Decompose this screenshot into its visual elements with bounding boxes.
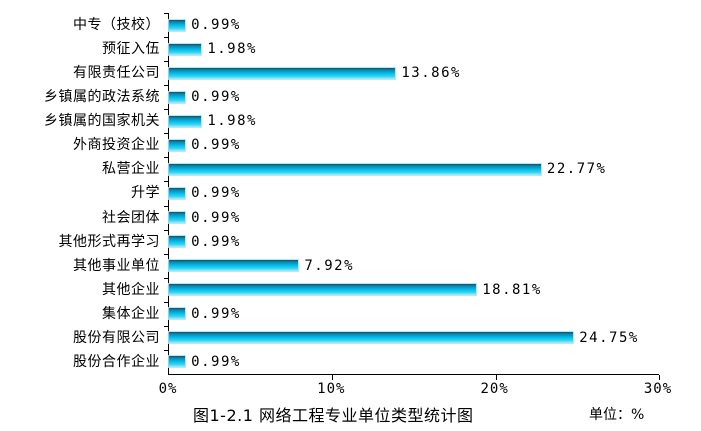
y-axis-tick <box>164 277 169 279</box>
bar-row: 乡镇属的国家机关 1.98% <box>44 109 659 133</box>
plot-area: 中专（技校） 0.99% 预征入伍 1.98% 有限责任公司 13.86% 乡镇属的政法系统… <box>44 13 660 380</box>
bar-row: 升学 0.99% <box>131 181 659 205</box>
bar-row: 集体企业 0.99% <box>102 302 659 326</box>
category-label: 私营企业 <box>102 161 160 178</box>
category-label: 其他事业单位 <box>73 257 160 274</box>
category-label: 升学 <box>131 185 160 202</box>
value-label: 0.99% <box>191 89 241 106</box>
bar <box>169 139 186 151</box>
bar <box>169 19 186 31</box>
bar-row: 股份有限公司 24.75% <box>73 326 659 350</box>
value-label: 0.99% <box>191 353 241 370</box>
category-label: 中专（技校） <box>73 17 160 34</box>
bar <box>169 356 186 368</box>
bar <box>169 260 299 272</box>
value-label: 1.98% <box>207 113 257 130</box>
value-label: 0.99% <box>191 185 241 202</box>
bar <box>169 91 186 103</box>
value-label: 7.92% <box>304 257 355 274</box>
bar-row: 外商投资企业 0.99% <box>73 133 659 157</box>
category-label: 预征入伍 <box>102 41 160 58</box>
category-label: 外商投资企业 <box>73 137 160 154</box>
y-axis-tick <box>164 133 169 135</box>
value-label: 0.99% <box>191 137 241 154</box>
bar <box>169 212 186 224</box>
category-label: 股份合作企业 <box>73 353 160 370</box>
value-label: 18.81% <box>482 281 542 298</box>
y-axis-tick <box>164 181 169 183</box>
value-label: 1.98% <box>207 41 257 58</box>
bar-row: 股份合作企业 0.99% <box>73 350 659 374</box>
value-label: 0.99% <box>191 233 241 250</box>
category-label: 乡镇属的政法系统 <box>44 89 160 106</box>
bar-row: 中专（技校） 0.99% <box>73 13 659 37</box>
bar <box>169 236 186 248</box>
bar <box>169 163 541 175</box>
bar-row: 其他事业单位 7.92% <box>73 254 659 278</box>
bar <box>169 332 574 344</box>
bar-row: 其他形式再学习 0.99% <box>59 230 659 254</box>
y-axis-tick <box>164 301 169 303</box>
value-label: 24.75% <box>579 329 639 346</box>
bar <box>169 43 202 55</box>
category-label: 其他企业 <box>102 281 160 298</box>
bar-row: 有限责任公司 13.86% <box>73 61 659 85</box>
bar-row: 社会团体 0.99% <box>102 206 659 230</box>
value-label: 0.99% <box>191 17 241 34</box>
x-axis-tick-label: 20% <box>480 381 509 397</box>
category-label: 有限责任公司 <box>73 65 160 82</box>
bar <box>169 115 202 127</box>
x-axis-tick-label: 10% <box>317 381 346 397</box>
category-label: 社会团体 <box>102 209 160 226</box>
bar <box>169 284 477 296</box>
category-label: 集体企业 <box>102 305 160 322</box>
y-axis-tick <box>164 109 169 111</box>
y-axis-tick <box>164 157 169 159</box>
value-label: 13.86% <box>401 65 461 82</box>
bar-row: 预征入伍 1.98% <box>102 37 659 61</box>
category-label: 其他形式再学习 <box>58 233 160 250</box>
x-axis-tick-label: 30% <box>643 381 673 397</box>
bar <box>169 308 186 320</box>
category-label: 股份有限公司 <box>73 329 160 346</box>
y-axis-tick <box>164 205 169 207</box>
value-label: 22.77% <box>546 161 607 178</box>
x-axis-tick <box>332 375 334 380</box>
y-axis-tick <box>164 61 169 63</box>
category-label: 乡镇属的国家机关 <box>44 113 160 130</box>
x-axis-tick <box>495 375 497 380</box>
bar <box>169 187 186 199</box>
unit-label: 单位：% <box>589 407 645 423</box>
y-axis-tick <box>164 325 169 327</box>
bar <box>169 67 396 79</box>
y-axis-tick <box>164 253 169 255</box>
value-label: 0.99% <box>191 305 241 322</box>
bar-row: 乡镇属的政法系统 0.99% <box>44 85 659 109</box>
chart-title: 图1-2.1 网络工程专业单位类型统计图 <box>193 406 474 425</box>
x-axis-tick-labels: 0% 10% 20% 30% <box>159 381 672 399</box>
y-axis-tick <box>164 13 169 14</box>
x-axis-tick <box>659 375 660 380</box>
x-axis-tick-label: 0% <box>158 381 178 397</box>
y-axis-tick <box>164 85 169 87</box>
bar-row: 其他企业 18.81% <box>102 278 659 302</box>
y-axis-tick <box>164 349 169 351</box>
y-axis-tick <box>164 37 169 39</box>
y-axis-tick <box>164 229 169 231</box>
bar-row: 私营企业 22.77% <box>102 157 659 181</box>
value-label: 0.99% <box>191 209 241 226</box>
bar-rows: 中专（技校） 0.99% 预征入伍 1.98% 有限责任公司 13.86% 乡镇属的政法系统… <box>44 13 659 374</box>
